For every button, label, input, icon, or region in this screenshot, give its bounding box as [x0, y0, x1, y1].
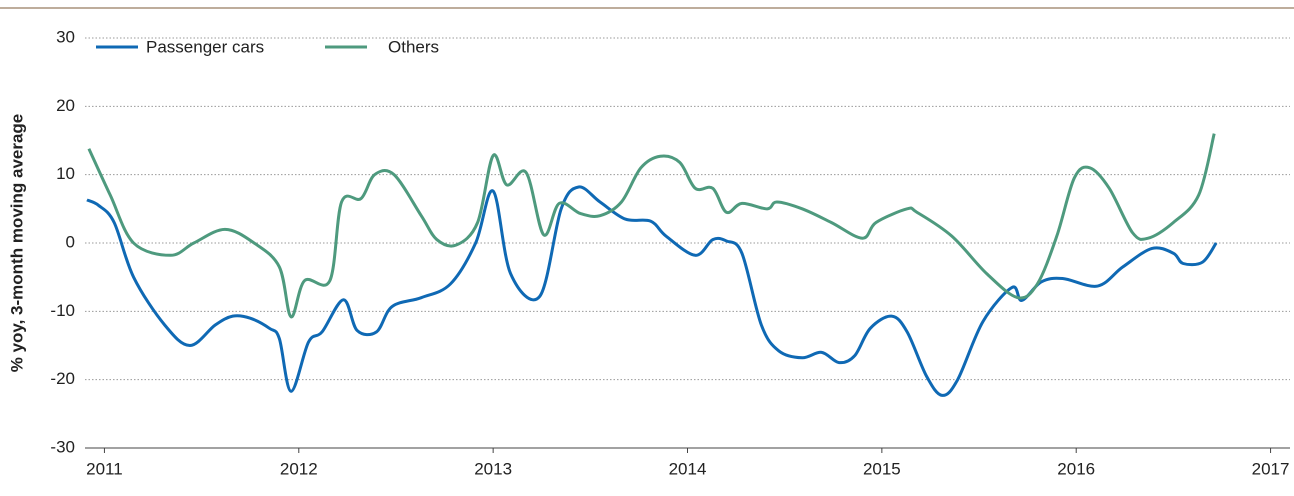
x-tick-label: 2014: [669, 459, 707, 478]
y-tick-label: 20: [56, 96, 75, 115]
x-tick-label: 2012: [280, 459, 318, 478]
legend-label: Others: [388, 37, 439, 56]
x-tick-label: 2016: [1057, 459, 1095, 478]
x-tick-label: 2015: [863, 459, 901, 478]
series-line: [86, 185, 1218, 397]
y-tick-label: 0: [66, 232, 75, 251]
y-tick-label: -30: [50, 437, 75, 456]
series-line: [87, 133, 1216, 319]
y-tick-label: -10: [50, 301, 75, 320]
x-tick-label: 2017: [1252, 459, 1290, 478]
x-tick-label: 2013: [474, 459, 512, 478]
y-tick-label: 30: [56, 27, 75, 46]
y-axis-label: % yoy, 3-month moving average: [7, 114, 26, 373]
y-tick-label: 10: [56, 164, 75, 183]
legend-label: Passenger cars: [146, 37, 264, 56]
x-tick-label: 2011: [86, 459, 123, 478]
y-tick-label: -20: [50, 369, 75, 388]
